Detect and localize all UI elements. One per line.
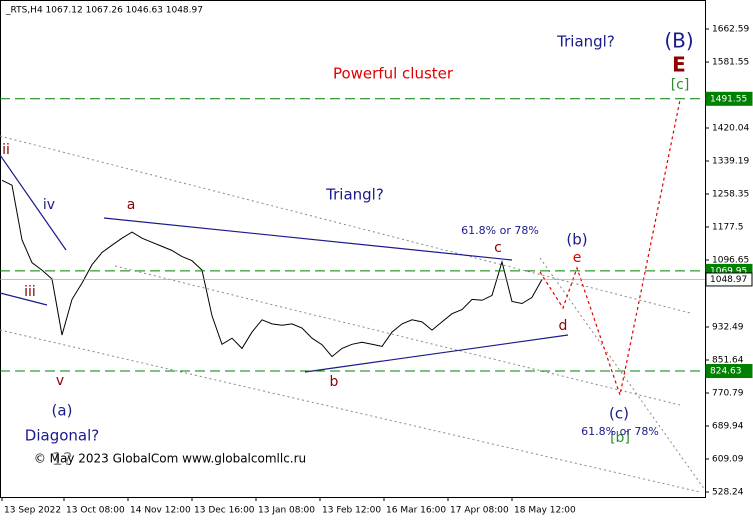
triangle-line [304, 334, 569, 373]
annotation: iii [24, 284, 36, 300]
annotation: (c) [609, 405, 629, 423]
y-tick-label: 609.09 [712, 455, 744, 465]
annotation: [c] [671, 77, 690, 93]
x-tick-label: 16 Mar 16:00 [386, 506, 446, 516]
annotation: (B) [664, 29, 693, 53]
level-label: 824.63 [710, 367, 742, 377]
level-label: 1069.95 [710, 266, 747, 276]
annotation: Triangl? [556, 33, 615, 51]
y-tick-label: 932.49 [712, 322, 744, 332]
annotation: a [127, 197, 136, 213]
level-label: 1048.97 [710, 275, 747, 285]
y-tick-label: 1662.59 [712, 24, 749, 34]
annotation: (b) [566, 231, 587, 249]
annotation: Diagonal? [25, 427, 99, 445]
forecast-path [539, 99, 681, 398]
annotation: Triangl? [325, 186, 384, 204]
channel-line [0, 135, 691, 314]
x-tick-label: 14 Nov 12:00 [130, 506, 191, 516]
y-tick-label: 1581.55 [712, 58, 749, 68]
annotation: © May 2023 GlobalCom www.globalcomllc.ru [34, 452, 306, 466]
annotation: d [559, 318, 568, 334]
annotation: v [56, 373, 64, 389]
annotation: b [330, 374, 339, 390]
level-box [705, 91, 753, 106]
y-tick-label: 528.24 [712, 488, 744, 498]
y-tick-label: 851.64 [712, 355, 744, 365]
x-tick-label: 13 Jan 08:00 [258, 506, 315, 516]
annotation: 61.8% or 78% [581, 425, 659, 438]
annotation: (a) [52, 402, 73, 420]
y-tick-label: 1096.65 [712, 255, 749, 265]
annotation: 61.8% or 78% [461, 224, 539, 237]
y-tick-label: 1420.04 [712, 123, 749, 133]
x-tick-label: 13 Oct 08:00 [66, 506, 125, 516]
y-tick-label: 1339.19 [712, 156, 749, 166]
level-box [705, 272, 753, 287]
annotation: Powerful cluster [333, 65, 454, 83]
annotation: ii [2, 142, 10, 158]
y-tick-label: 689.94 [712, 422, 744, 432]
triangle-line [103, 217, 513, 261]
plot-frame [0, 0, 706, 498]
price-line [1, 179, 543, 358]
annotation: c [494, 240, 502, 256]
diagonal-line [0, 154, 67, 251]
annotation: E [672, 53, 686, 77]
x-tick-label: 17 Apr 08:00 [450, 506, 509, 516]
level-box [705, 364, 753, 379]
x-tick-label: 13 Dec 16:00 [194, 506, 255, 516]
diagonal-line [0, 292, 48, 306]
channel-lines [0, 135, 706, 493]
annotation: [b] [610, 430, 630, 446]
level-label: 1491.55 [710, 94, 747, 104]
y-tick-label: 770.79 [712, 388, 744, 398]
x-tick-label: 18 May 12:00 [514, 506, 576, 516]
chart-title: _RTS,H4 1067.12 1067.26 1046.63 1048.97 [5, 6, 203, 16]
y-tick-label: 1177.5 [712, 222, 744, 232]
channel-line [114, 265, 681, 406]
x-tick-label: 13 Sep 2022 [4, 506, 61, 516]
annotation: iv [43, 197, 55, 213]
annotation: 1? [51, 449, 72, 470]
pattern-lines [0, 154, 569, 373]
y-tick-label: 1258.35 [712, 189, 749, 199]
x-tick-label: 13 Feb 12:00 [322, 506, 381, 516]
annotation: e [573, 250, 582, 266]
